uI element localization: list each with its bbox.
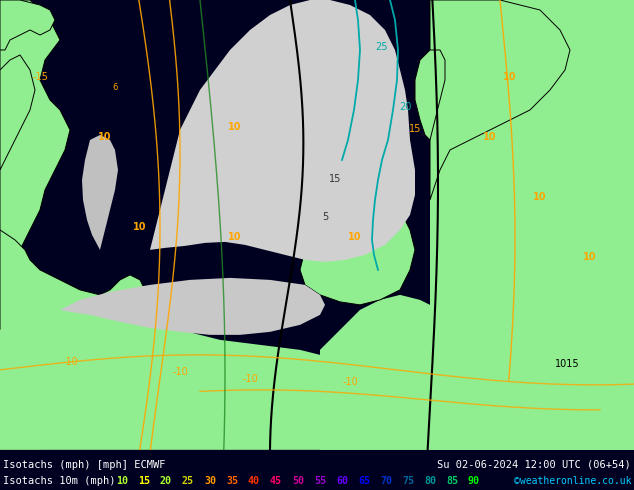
Text: 10: 10 [133, 222, 146, 232]
Polygon shape [0, 0, 70, 260]
Text: 90: 90 [468, 476, 480, 486]
Text: 85: 85 [446, 476, 458, 486]
Text: 10: 10 [116, 476, 128, 486]
Text: 20: 20 [399, 102, 411, 112]
Text: 15: 15 [409, 124, 421, 134]
Text: 35: 35 [226, 476, 238, 486]
Polygon shape [310, 185, 345, 220]
Polygon shape [0, 305, 430, 450]
Text: 30: 30 [204, 476, 216, 486]
Text: -15: -15 [32, 72, 48, 82]
Text: 10: 10 [583, 252, 597, 262]
Text: -10: -10 [242, 374, 258, 384]
Text: 45: 45 [270, 476, 282, 486]
Text: 40: 40 [248, 476, 260, 486]
Polygon shape [82, 135, 118, 250]
Polygon shape [0, 0, 55, 50]
Text: Isotachs 10m (mph): Isotachs 10m (mph) [3, 476, 115, 486]
Text: ©weatheronline.co.uk: ©weatheronline.co.uk [514, 476, 631, 486]
Polygon shape [430, 0, 570, 200]
Text: 55: 55 [314, 476, 326, 486]
Text: 15: 15 [329, 174, 341, 184]
Text: 10: 10 [533, 192, 547, 202]
Text: 75: 75 [402, 476, 414, 486]
Text: 60: 60 [336, 476, 348, 486]
Polygon shape [300, 195, 415, 305]
Text: 10: 10 [98, 132, 112, 142]
Polygon shape [0, 230, 145, 450]
Polygon shape [415, 50, 445, 140]
Text: 10: 10 [228, 122, 242, 132]
Text: -10: -10 [342, 377, 358, 387]
Text: -10: -10 [172, 367, 188, 377]
Polygon shape [60, 278, 325, 335]
Text: -10: -10 [62, 357, 78, 367]
Text: 25: 25 [182, 476, 194, 486]
Text: 10: 10 [483, 132, 497, 142]
Text: 10: 10 [348, 232, 362, 242]
Text: Isotachs (mph) [mph] ECMWF: Isotachs (mph) [mph] ECMWF [3, 460, 165, 470]
Polygon shape [430, 0, 634, 450]
Text: 70: 70 [380, 476, 392, 486]
Text: 15: 15 [138, 476, 150, 486]
Text: 50: 50 [292, 476, 304, 486]
Text: 25: 25 [376, 42, 388, 52]
Polygon shape [320, 295, 634, 450]
Text: 10: 10 [228, 232, 242, 242]
Text: 10: 10 [503, 72, 517, 82]
Polygon shape [0, 55, 35, 170]
Polygon shape [150, 0, 415, 262]
Text: Su 02-06-2024 12:00 UTC (06+54): Su 02-06-2024 12:00 UTC (06+54) [437, 460, 631, 470]
Text: 6: 6 [112, 83, 118, 92]
Text: 65: 65 [358, 476, 370, 486]
Text: 5: 5 [322, 212, 328, 222]
Text: 20: 20 [160, 476, 172, 486]
Text: 1015: 1015 [555, 359, 579, 369]
Text: 80: 80 [424, 476, 436, 486]
